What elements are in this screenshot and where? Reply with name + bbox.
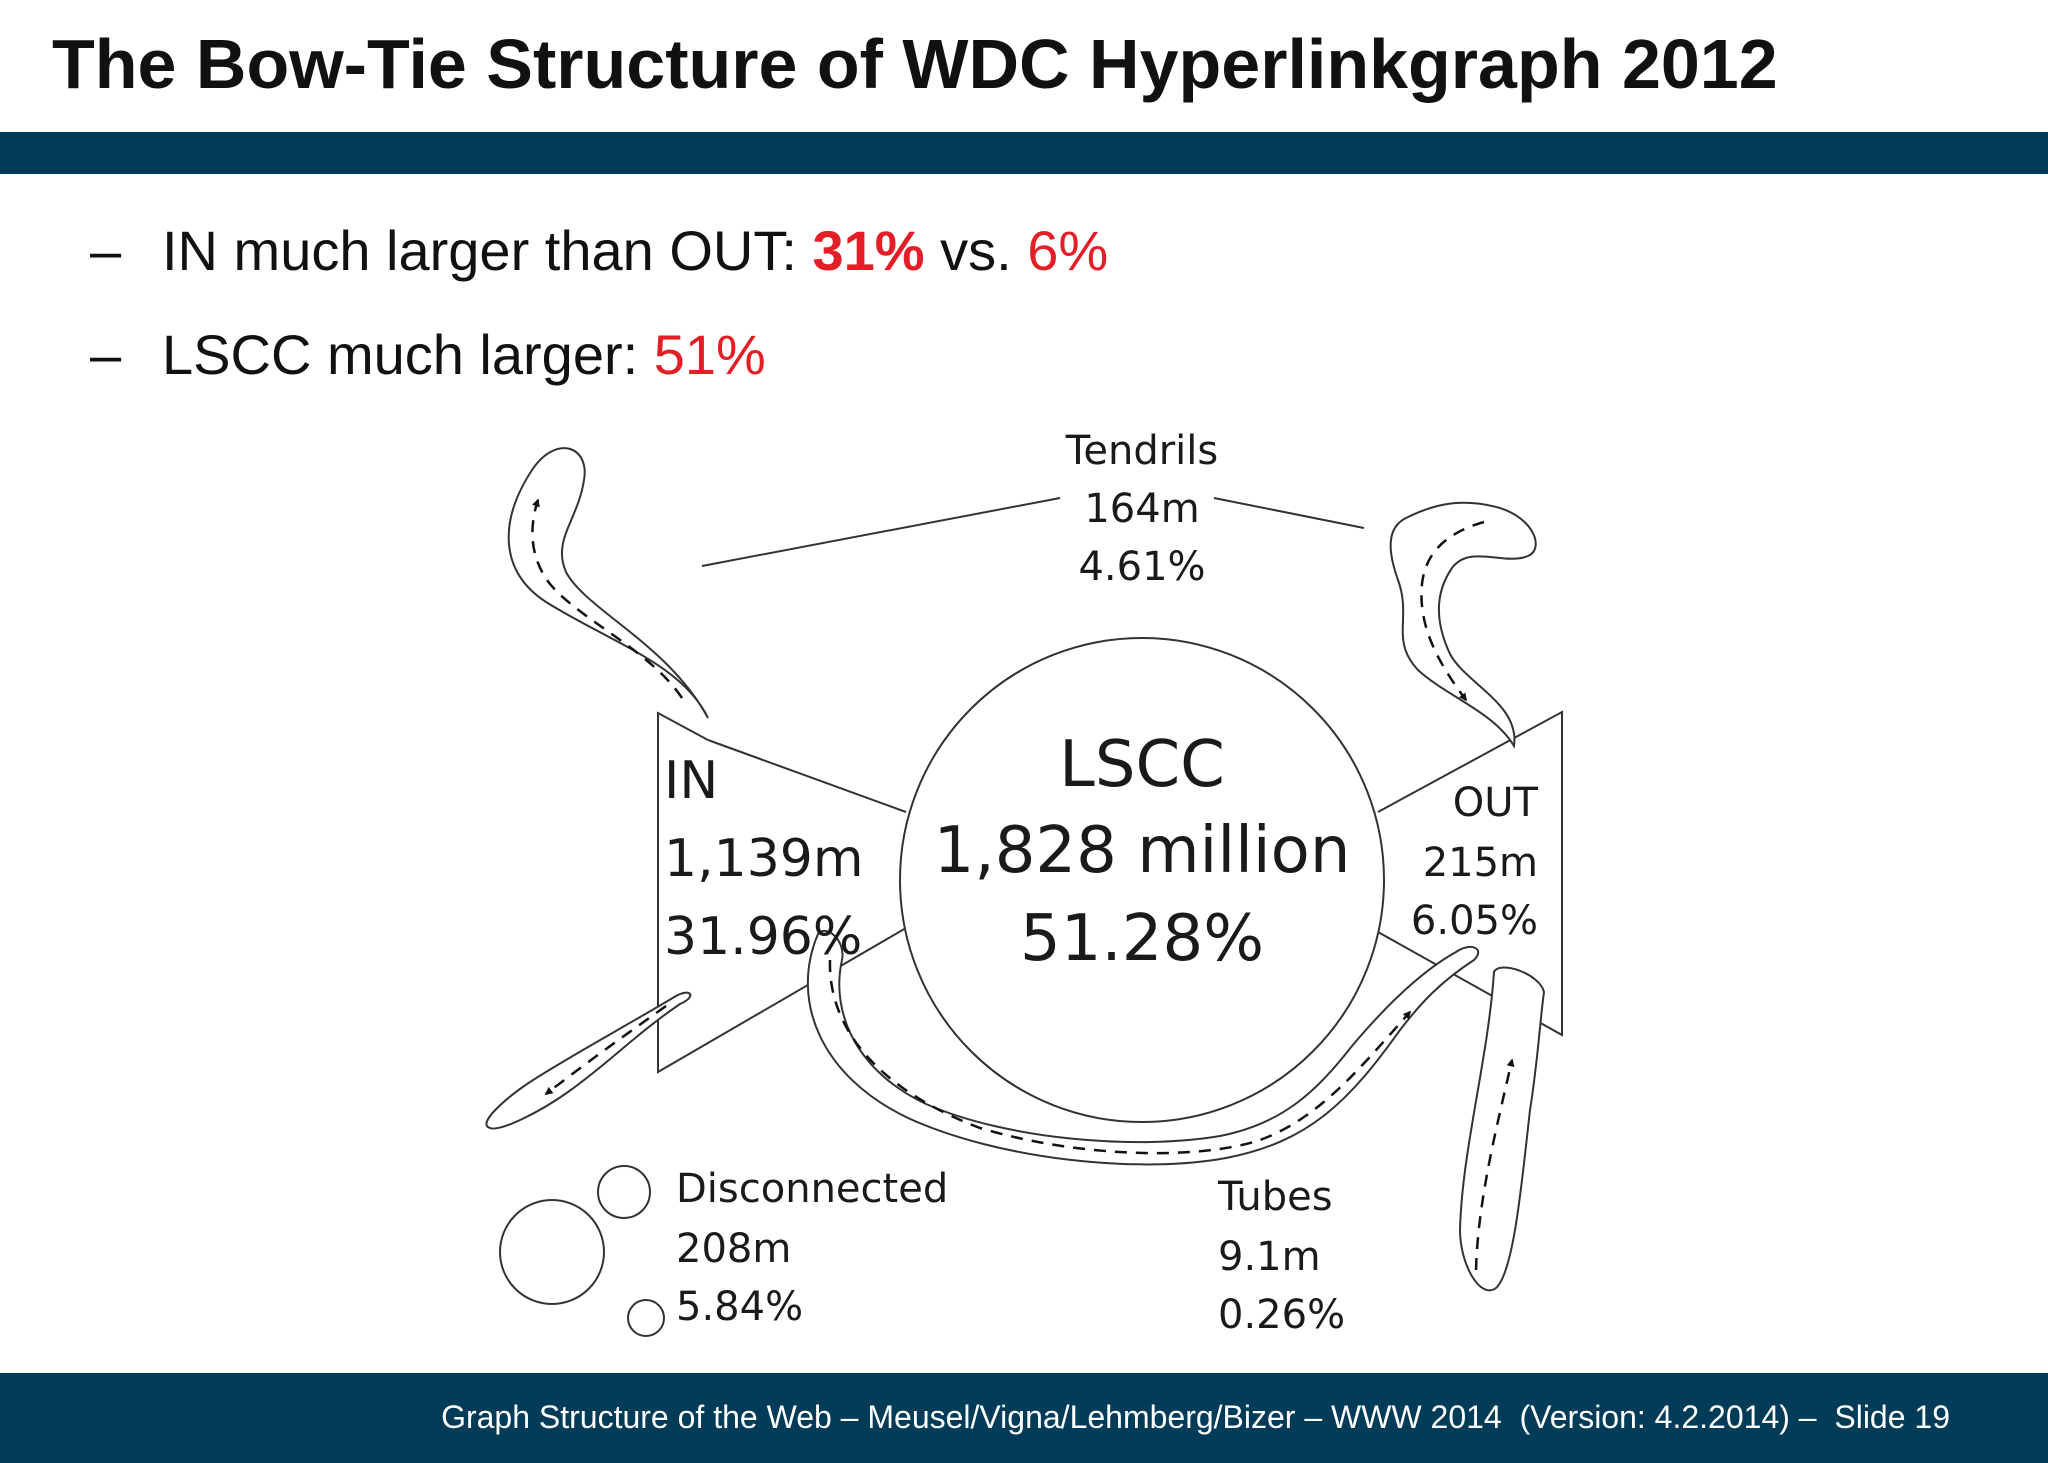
bullet-in-vs-out: – IN much larger than OUT: 31% vs. 6% [90, 218, 1108, 283]
tubes-label: Tubes 9.1m 0.26% [1217, 1174, 1345, 1338]
tendril-in-top [507, 447, 709, 719]
title-bar [0, 132, 2048, 174]
lscc-percent: 51.28% [1020, 902, 1264, 976]
slide-title: The Bow-Tie Structure of WDC Hyperlinkgr… [52, 25, 1778, 103]
lscc-share-highlight: 51% [653, 323, 766, 386]
tendrils-line-right [1213, 497, 1365, 529]
out-percent: 6.05% [1411, 898, 1538, 944]
tubes-tube [806, 930, 1480, 1166]
out-count: 215m [1423, 840, 1538, 886]
in-component [657, 711, 907, 1074]
bullet-lscc: – LSCC much larger: 51% [90, 322, 766, 387]
in-percent: 31.96% [664, 907, 862, 967]
lscc-name: LSCC [1059, 728, 1225, 802]
in-name: IN [664, 751, 718, 811]
bullet-dash: – [90, 323, 122, 386]
bullet-dash: – [90, 219, 122, 282]
tendrils-label: Tendrils 164m 4.61% [1065, 428, 1219, 590]
disconnected-percent: 5.84% [676, 1284, 803, 1330]
lscc-circle [899, 637, 1385, 1123]
tendril-out-bottom [1458, 966, 1546, 1292]
disconnected-component [499, 1165, 665, 1337]
bullet-connector: vs. [924, 219, 1028, 282]
footer-text: Graph Structure of the Web – Meusel/Vign… [441, 1399, 1950, 1435]
lscc-label: LSCC 1,828 million 51.28% [934, 728, 1351, 976]
footer-bar: Graph Structure of the Web – Meusel/Vign… [0, 1373, 2048, 1463]
bullet-text: LSCC much larger: [162, 323, 654, 386]
out-share-highlight: 6% [1027, 219, 1109, 282]
in-shape [657, 711, 907, 1074]
disconnected-label: Disconnected 208m 5.84% [676, 1166, 948, 1330]
out-component [1377, 710, 1563, 1037]
tendril-out-top [1389, 501, 1537, 749]
lscc-count: 1,828 million [934, 814, 1351, 888]
tendrils-name: Tendrils [1065, 428, 1219, 474]
disconnected-count: 208m [676, 1226, 791, 1272]
tendrils-percent: 4.61% [1078, 544, 1205, 590]
in-count: 1,139m [664, 829, 864, 889]
tendrils-line-left [701, 497, 1061, 567]
tendril-in-bottom [485, 991, 692, 1130]
out-label: OUT 215m 6.05% [1411, 780, 1539, 944]
tendrils-count: 164m [1084, 486, 1199, 532]
disconnected-circle-large [499, 1199, 605, 1305]
disconnected-circle-small [627, 1299, 665, 1337]
out-name: OUT [1453, 780, 1539, 826]
tubes-name: Tubes [1217, 1174, 1333, 1220]
in-share-highlight: 31% [812, 219, 925, 282]
tubes-percent: 0.26% [1218, 1292, 1345, 1338]
in-label: IN 1,139m 31.96% [664, 751, 864, 967]
in-to-lscc-line [707, 739, 907, 813]
disconnected-circle-medium [597, 1165, 651, 1219]
tubes-count: 9.1m [1218, 1234, 1321, 1280]
bullet-text: IN much larger than OUT: [162, 219, 813, 282]
out-shape [1377, 710, 1563, 1037]
disconnected-name: Disconnected [676, 1166, 948, 1212]
